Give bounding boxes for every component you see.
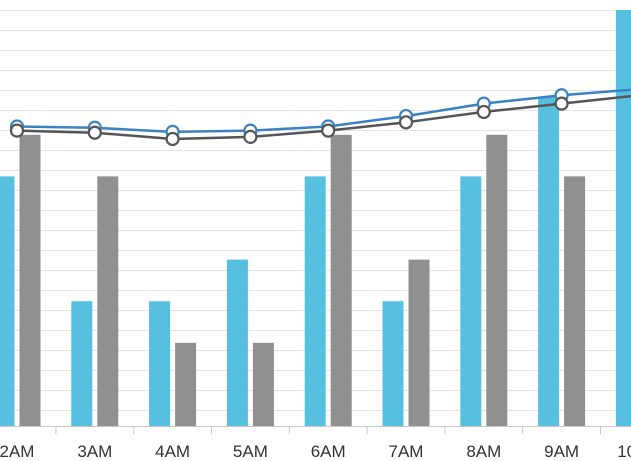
x-tick-label-10AM: 10AM — [617, 442, 631, 461]
bar-series — [0, 10, 631, 427]
x-tick-labels: 2AM 3AM 4AM 5AM 6AM 7AM 8AM 9AM 10AM — [0, 442, 631, 461]
bar-7AM-series-1 — [382, 301, 404, 426]
x-tick-label-6AM: 6AM — [311, 442, 346, 461]
bar-8AM-series-1 — [460, 176, 482, 426]
bar-3AM-series-1 — [71, 301, 93, 426]
bar-7AM-series-2 — [408, 259, 430, 426]
bar-6AM-series-2 — [330, 134, 352, 427]
x-tick-label-4AM: 4AM — [155, 442, 190, 461]
x-tick-label-7AM: 7AM — [389, 442, 424, 461]
bar-3AM-series-2 — [97, 176, 119, 426]
x-tick-label-2AM: 2AM — [0, 442, 34, 461]
point-7AM-line-2 — [398, 115, 414, 130]
bar-5AM-series-1 — [226, 259, 248, 426]
bar-9AM-series-2 — [564, 176, 586, 426]
bar-5AM-series-2 — [252, 342, 274, 426]
point-6AM-line-2 — [321, 123, 336, 138]
point-4AM-line-2 — [165, 131, 180, 147]
x-tick-label-9AM: 9AM — [544, 442, 579, 461]
bar-8AM-series-2 — [486, 134, 508, 427]
bar-2AM-series-1 — [0, 176, 15, 426]
bar-4AM-series-1 — [149, 301, 171, 426]
bar-2AM-series-2 — [19, 134, 41, 427]
point-2AM-line-2 — [9, 123, 25, 138]
line-series — [9, 88, 631, 147]
point-3AM-line-2 — [87, 125, 102, 140]
x-tick-label-8AM: 8AM — [466, 442, 501, 461]
point-9AM-line-2 — [554, 96, 569, 111]
bar-10AM-series-1 — [615, 10, 631, 426]
x-axis — [0, 426, 631, 434]
bar-4AM-series-2 — [175, 342, 197, 426]
x-tick-label-5AM: 5AM — [233, 442, 268, 461]
point-8AM-line-2 — [476, 104, 491, 120]
bar-9AM-series-1 — [538, 97, 560, 427]
point-5AM-line-2 — [243, 129, 258, 144]
x-tick-label-3AM: 3AM — [77, 442, 112, 461]
bar-6AM-series-1 — [304, 176, 326, 426]
